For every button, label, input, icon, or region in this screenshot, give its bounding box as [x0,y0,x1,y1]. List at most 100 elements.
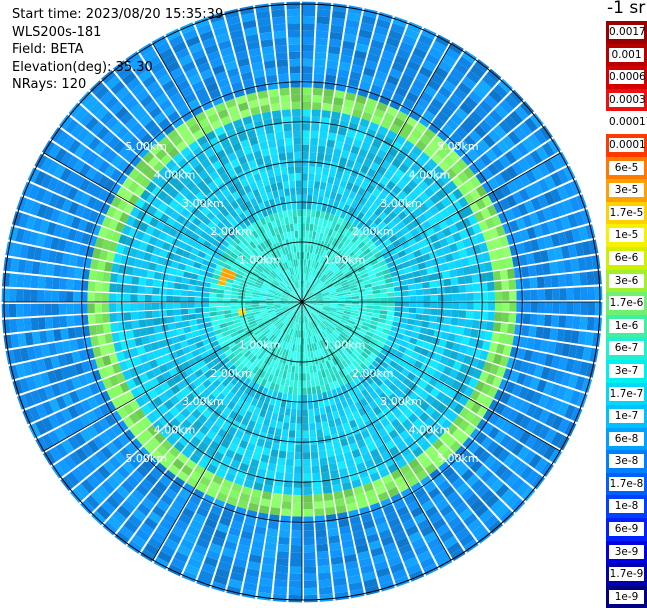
ppi-gate-cells [530,197,542,211]
ring-label: 2.00km [210,367,252,380]
ppi-gate-cells [240,232,358,391]
colorbar-cell: 0.0003 [606,88,647,112]
ppi-plot: 1.00km 1.00km 1.00km 1.00km 2.00km 2.00km 2.00… [1,1,603,603]
colorbar-cell: 1e-7 [606,405,647,428]
ppi-gate-cells [436,147,448,160]
colorbar-tick-label: 1e-5 [609,228,644,243]
ppi-gate-cells [168,109,442,484]
ppi-gate-cells [492,281,503,365]
ppi-gate-cells [440,142,453,155]
ppi-gate-cells [234,338,242,345]
colorbar-cell: 0.0001 [606,133,647,157]
colorbar-tick-label: 1e-8 [609,499,644,514]
ppi-gate-cells [506,423,519,437]
colorbar-cell: 1e-6 [606,314,647,338]
ppi-gate-cells [309,152,317,160]
ppi-gate-cells [87,303,95,314]
ring-label: 3.00km [182,197,224,210]
ppi-gate-cells [322,314,343,358]
ppi-gate-cells [291,94,301,102]
ppi-gate-cells [457,171,469,184]
colorbar-cell: 3e-7 [606,359,647,383]
colorbar-cell: 3e-6 [606,269,647,293]
ppi-gate-cells [360,272,369,279]
colorbar-tick-label: 3e-9 [609,544,644,559]
colorbar-cell: 3e-5 [606,179,647,202]
ppi-gate-cells [217,227,384,358]
colorbar-tick-label: 0.00017 [609,115,647,130]
colorbar-cell: 0.00017 [606,111,647,134]
ppi-gate-cells [173,145,449,482]
ppi-gate-cells [297,302,315,351]
ring-label: 4.00km [409,169,451,182]
ring-label: 2.00km [352,367,394,380]
colorbar-tick-label: 1.7e-5 [609,205,644,220]
colorbar-tick-label: 1.7e-7 [609,386,644,401]
ring-label: 3.00km [380,395,422,408]
ring-label: 4.00km [154,423,196,436]
ppi-gate-cells [403,387,414,397]
ppi-gate-cells [502,302,510,312]
colorbar-unit-title: -1 sr [607,0,646,18]
ppi-gate-cells [251,221,320,336]
colorbar-cell: 6e-6 [606,246,647,270]
colorbar-tick-label: 6e-6 [609,250,644,265]
colorbar-cell: 1.7e-9 [606,563,647,586]
ppi-gate-cells [118,117,466,472]
ppi-gate-cells [507,409,519,423]
colorbar-cell: 1e-5 [606,224,647,247]
colorbar-tick-label: 6e-7 [609,341,644,356]
colorbar-cell: 6e-8 [606,427,647,451]
ring-label: 1.00km [324,339,366,352]
colorbar-tick-label: 0.001 [609,47,644,62]
colorbar-tick-label: 3e-7 [609,363,644,378]
ring-label: 3.00km [182,395,224,408]
colorbar-tick-label: 6e-5 [609,160,644,175]
colorbar-cell: 3e-8 [606,450,647,473]
ppi-gate-cells [309,267,313,275]
azimuth-spoke [301,301,452,561]
azimuth-spoke [301,301,561,452]
ring-label: 5.00km [437,140,479,153]
colorbar-tick-label: 6e-8 [609,431,644,446]
ppi-gate-cells [218,276,227,286]
azimuth-spoke [43,152,303,303]
ppi-gate-cells [181,277,190,285]
ppi-gate-cells [203,469,215,481]
ring-label: 1.00km [239,254,281,267]
colorbar-tick-label: 0.0001 [609,137,646,152]
colorbar-cell: 1e-9 [606,585,647,608]
start-time-text: Start time: 2023/08/20 15:35:39 [12,7,224,22]
ppi-gate-cells [199,440,462,503]
colorbar-cell: 1e-8 [606,495,647,519]
ppi-gate-cells [128,113,220,181]
colorbar-tick-label: 1.7e-9 [609,567,644,582]
ring-label: 3.00km [380,197,422,210]
ring-label: 4.00km [409,423,451,436]
azimuth-spoke [301,152,561,303]
azimuth-spoke [43,301,303,452]
ppi-gate-cells [323,492,334,501]
ppi-gate-cells [226,496,238,507]
ppi-gate-cells [249,273,314,356]
ring-label: 5.00km [437,452,479,465]
field-text: Field: BETA [12,42,84,57]
elevation-text: Elevation(deg): 35.30 [12,59,153,75]
ppi-gate-cells [497,258,517,323]
colorbar-tick-label: 6e-9 [609,522,644,537]
ppi-gate-cells [101,239,112,251]
ppi-gate-cells [101,216,112,228]
colorbar-cell: 0.0017 [606,21,647,44]
ring-label: 4.00km [154,169,196,182]
colorbar-cell: 6e-7 [606,337,647,360]
ppi-gate-cells [346,335,355,343]
azimuth-spoke [152,301,303,561]
ppi-gate-cells [111,231,122,243]
ring-label: 2.00km [210,225,252,238]
ppi-gate-cells [523,240,533,253]
colorbar-tick-label: 0.0017 [609,25,646,39]
ppi-gate-cells [237,216,357,361]
ppi-gate-cells [214,102,227,113]
info-box: Start time: 2023/08/20 15:35:39 WLS200s-… [12,6,223,94]
ppi-gate-cells [355,94,367,105]
